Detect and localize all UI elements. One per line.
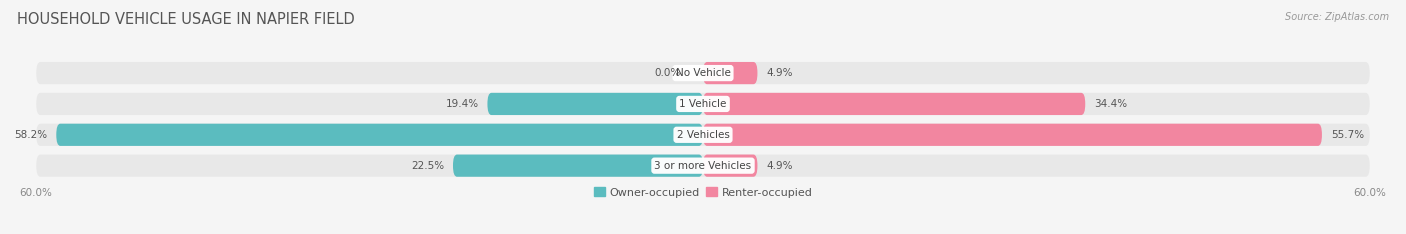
Text: 55.7%: 55.7% — [1331, 130, 1364, 140]
Text: 1 Vehicle: 1 Vehicle — [679, 99, 727, 109]
Text: 60.0%: 60.0% — [20, 188, 52, 198]
Text: 60.0%: 60.0% — [1354, 188, 1386, 198]
FancyBboxPatch shape — [37, 93, 1369, 115]
Text: 19.4%: 19.4% — [446, 99, 478, 109]
Text: 3 or more Vehicles: 3 or more Vehicles — [654, 161, 752, 171]
Legend: Owner-occupied, Renter-occupied: Owner-occupied, Renter-occupied — [593, 187, 813, 197]
Text: 58.2%: 58.2% — [14, 130, 48, 140]
FancyBboxPatch shape — [703, 93, 1085, 115]
FancyBboxPatch shape — [488, 93, 703, 115]
FancyBboxPatch shape — [37, 154, 1369, 177]
FancyBboxPatch shape — [703, 154, 758, 177]
Text: 4.9%: 4.9% — [766, 68, 793, 78]
FancyBboxPatch shape — [37, 124, 1369, 146]
Text: 2 Vehicles: 2 Vehicles — [676, 130, 730, 140]
Text: 22.5%: 22.5% — [411, 161, 444, 171]
Text: Source: ZipAtlas.com: Source: ZipAtlas.com — [1285, 12, 1389, 22]
Text: HOUSEHOLD VEHICLE USAGE IN NAPIER FIELD: HOUSEHOLD VEHICLE USAGE IN NAPIER FIELD — [17, 12, 354, 27]
Text: 34.4%: 34.4% — [1094, 99, 1128, 109]
FancyBboxPatch shape — [37, 62, 1369, 84]
Text: No Vehicle: No Vehicle — [675, 68, 731, 78]
Text: 4.9%: 4.9% — [766, 161, 793, 171]
FancyBboxPatch shape — [453, 154, 703, 177]
Text: 0.0%: 0.0% — [655, 68, 681, 78]
FancyBboxPatch shape — [56, 124, 703, 146]
FancyBboxPatch shape — [703, 62, 758, 84]
FancyBboxPatch shape — [703, 124, 1322, 146]
